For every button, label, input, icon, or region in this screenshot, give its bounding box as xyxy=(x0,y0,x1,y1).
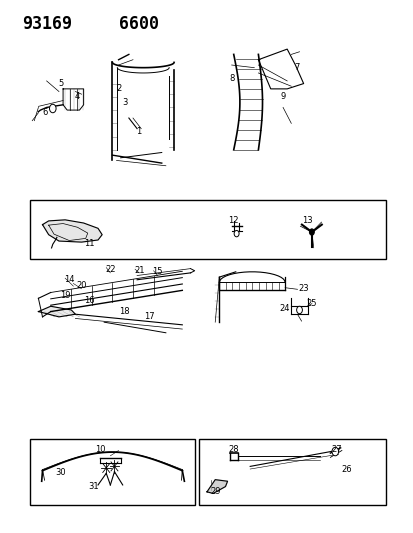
Polygon shape xyxy=(38,306,75,317)
Text: 21: 21 xyxy=(133,266,144,275)
Text: 29: 29 xyxy=(209,487,220,496)
Text: 16: 16 xyxy=(84,296,95,305)
Circle shape xyxy=(296,306,301,314)
Text: 24: 24 xyxy=(279,304,290,313)
Polygon shape xyxy=(206,480,227,494)
Text: 31: 31 xyxy=(88,482,99,491)
Text: 5: 5 xyxy=(58,79,64,88)
Text: 10: 10 xyxy=(95,445,105,454)
Text: 13: 13 xyxy=(302,216,312,225)
Bar xyxy=(30,200,385,259)
Circle shape xyxy=(331,447,338,456)
Text: 2: 2 xyxy=(116,84,121,93)
Text: 22: 22 xyxy=(105,265,115,273)
Polygon shape xyxy=(43,220,102,242)
Text: 93169: 93169 xyxy=(22,14,72,33)
Text: 6: 6 xyxy=(42,108,47,117)
Text: 8: 8 xyxy=(228,74,234,83)
Circle shape xyxy=(309,229,313,235)
Text: 23: 23 xyxy=(298,284,308,293)
Text: 27: 27 xyxy=(330,445,341,454)
Text: 15: 15 xyxy=(152,268,162,276)
Text: 14: 14 xyxy=(64,275,74,284)
Text: 1: 1 xyxy=(136,127,141,136)
Text: 6600: 6600 xyxy=(118,14,158,33)
Bar xyxy=(198,439,385,505)
Text: 19: 19 xyxy=(60,291,70,300)
Text: 25: 25 xyxy=(306,299,316,308)
Text: 12: 12 xyxy=(228,216,238,225)
Text: 28: 28 xyxy=(228,445,238,454)
Text: 11: 11 xyxy=(84,239,95,248)
Text: 26: 26 xyxy=(341,465,351,473)
Text: 3: 3 xyxy=(122,98,127,107)
Text: 30: 30 xyxy=(56,468,66,477)
Text: 7: 7 xyxy=(294,63,299,72)
Text: 9: 9 xyxy=(280,92,285,101)
Text: 18: 18 xyxy=(119,307,130,316)
Circle shape xyxy=(234,230,238,237)
Text: 4: 4 xyxy=(75,92,80,101)
Bar xyxy=(30,439,194,505)
Text: 20: 20 xyxy=(76,280,87,289)
Circle shape xyxy=(50,104,56,113)
Text: 17: 17 xyxy=(144,312,154,321)
